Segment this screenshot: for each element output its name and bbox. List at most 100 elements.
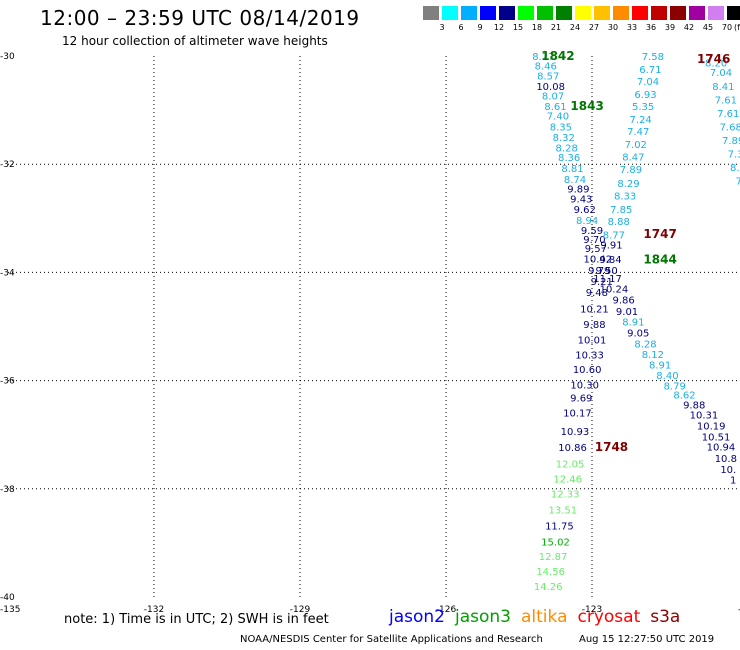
scale-swatch <box>442 6 458 20</box>
wave-height-value: 9.88 <box>583 320 605 331</box>
wave-height-value: 7.47 <box>627 127 649 138</box>
wave-height-value: 7.58 <box>642 52 664 63</box>
scale-swatch <box>537 6 553 20</box>
wave-height-value: 7.89 <box>722 136 740 147</box>
wave-height-value: 7.04 <box>710 68 732 79</box>
wave-height-value: 9.50 <box>595 266 617 277</box>
wave-height-value: 12.46 <box>553 475 582 486</box>
wave-height-value: 13.51 <box>548 505 577 516</box>
wave-height-value: 8.81 <box>561 164 583 175</box>
wave-height-value: 8.33 <box>614 192 636 203</box>
wave-height-value: 9.59 <box>581 226 603 237</box>
wave-height-value: 10.31 <box>690 411 719 422</box>
wave-height-value: 15.02 <box>541 537 570 548</box>
satellite-legend: jason2 jason3 altika cryosat s3a <box>389 607 690 627</box>
wave-height-value: 6.71 <box>639 65 661 76</box>
x-tick-label: -126 <box>436 605 457 615</box>
wave-height-value: 10.8 <box>715 454 737 465</box>
wave-height-value: 8.62 <box>673 391 695 402</box>
chart-subtitle: 12 hour collection of altimeter wave hei… <box>62 34 328 48</box>
wave-height-value: 7.89 <box>620 165 642 176</box>
scale-tick-label: 42 <box>683 23 695 32</box>
grid-lines <box>8 56 738 597</box>
y-tick-label: -38 <box>0 485 15 495</box>
y-tick-label: -30 <box>0 52 15 62</box>
wave-height-value: 8.61 <box>544 102 566 113</box>
wave-height-value: 9.01 <box>616 307 638 318</box>
wave-height-value: 8.94 <box>576 216 598 227</box>
wave-height-value: 9.21 <box>591 277 613 288</box>
scale-swatch <box>423 6 439 20</box>
wave-height-value: 9.88 <box>683 400 705 411</box>
pass-time-label: 1842 <box>541 49 574 63</box>
scale-swatch <box>499 6 515 20</box>
wave-height-value: 8.74 <box>564 175 586 186</box>
wave-height-value: 14.26 <box>534 582 563 593</box>
pass-time-labels: 1842 1843 1746 1747 1844 1748 <box>541 49 730 454</box>
wave-height-value: 12.33 <box>551 490 580 501</box>
x-tick-label: -129 <box>290 605 311 615</box>
wave-height-value: 9.62 <box>574 205 596 216</box>
wave-height-value: 7.85 <box>610 205 632 216</box>
y-tick-label: -40 <box>0 593 15 603</box>
wave-height-labels: 8.278.468.5710.088.078.617.408.358.328.2… <box>532 52 740 593</box>
scale-swatch <box>556 6 572 20</box>
wave-height-value: 8.12 <box>642 350 664 361</box>
wave-height-value: 7.3 <box>728 149 740 160</box>
wave-height-value: 10.30 <box>570 380 599 391</box>
scale-swatch <box>632 6 648 20</box>
wave-height-value: 8.79 <box>664 381 686 392</box>
x-tick-label: -132 <box>144 605 164 615</box>
pass-time-label: 1843 <box>570 99 603 113</box>
wave-height-value: 8.28 <box>556 143 578 154</box>
scale-swatch <box>594 6 610 20</box>
wave-height-value: 8.27 <box>532 52 554 63</box>
scale-tick-label: 33 <box>626 23 638 32</box>
wave-height-value: 11.17 <box>593 274 622 285</box>
scale-tick-label: 12 <box>493 23 505 32</box>
wave-height-value: 10.51 <box>702 432 731 443</box>
scale-swatch <box>575 6 591 20</box>
scale-swatch <box>518 6 534 20</box>
wave-height-value: 10.86 <box>558 443 587 454</box>
wave-height-value: 7.24 <box>630 115 652 126</box>
scale-tick-label: 36 <box>645 23 657 32</box>
satellite-legend-entry: altika <box>521 607 568 627</box>
wave-height-value: 9.86 <box>613 295 635 306</box>
wave-height-value: 10.17 <box>563 409 592 420</box>
scale-tick-label: 27 <box>588 23 600 32</box>
scale-tick-label: 39 <box>664 23 676 32</box>
wave-height-value: 9.89 <box>567 185 589 196</box>
wave-height-value: 8.40 <box>656 371 678 382</box>
wave-height-value: 9.84 <box>599 255 621 266</box>
wave-height-value: 9.48 <box>586 288 608 299</box>
wave-height-value: 7.40 <box>547 112 569 123</box>
scale-swatch <box>670 6 686 20</box>
wave-height-value: 10. <box>720 465 736 476</box>
wave-height-value: 5.35 <box>632 102 654 113</box>
wave-height-value: 10.93 <box>561 427 590 438</box>
wave-height-value: 7.61 <box>717 109 739 120</box>
wave-height-value: 10.24 <box>600 285 629 296</box>
credit-line: NOAA/NESDIS Center for Satellite Applica… <box>240 634 543 645</box>
wave-height-value: 10.33 <box>575 351 604 362</box>
wave-height-value: 10.01 <box>578 335 607 346</box>
wave-height-value: 9.70 <box>583 235 605 246</box>
wave-height-value: 8.36 <box>558 153 580 164</box>
scale-tick-label: 9 <box>477 23 483 32</box>
wave-height-value: 8.91 <box>649 360 671 371</box>
wave-height-value: 9.91 <box>600 240 622 251</box>
scale-swatch <box>689 6 705 20</box>
wave-height-value: 8.47 <box>622 153 644 164</box>
scale-swatch <box>651 6 667 20</box>
scale-tick-label: 24 <box>569 23 581 32</box>
wave-height-value: 12.05 <box>556 459 585 470</box>
wave-height-value: 8.29 <box>617 179 639 190</box>
wave-height-value: 9.05 <box>627 328 649 339</box>
wave-height-value: 10.60 <box>573 365 602 376</box>
scale-swatch <box>613 6 629 20</box>
y-tick-label: -34 <box>0 268 15 278</box>
wave-height-value: 8.41 <box>712 82 734 93</box>
scale-tick-label: 30 <box>607 23 619 32</box>
